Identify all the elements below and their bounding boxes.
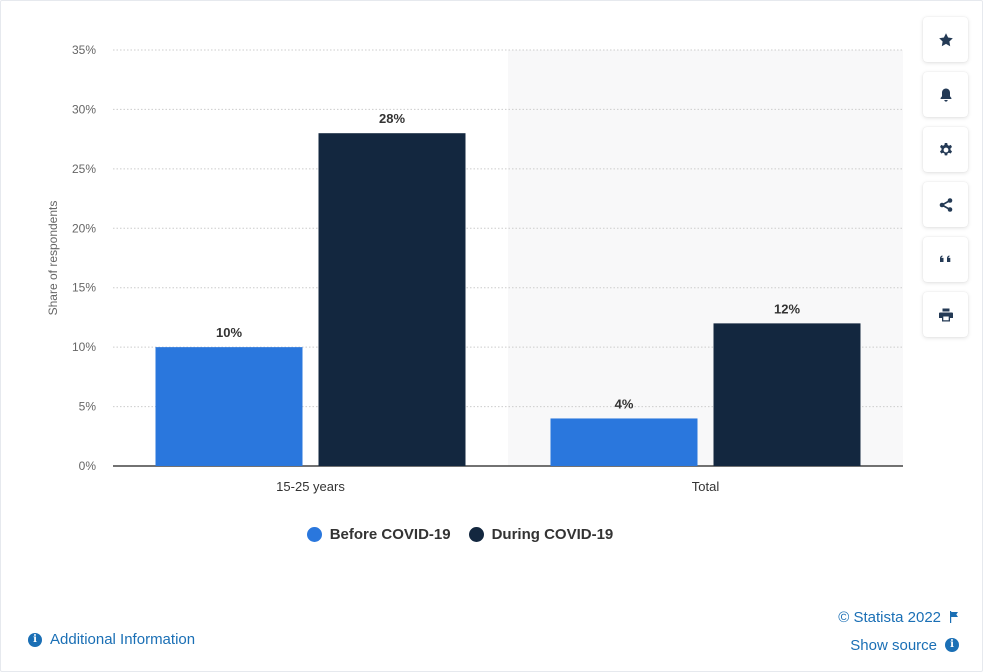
data-label: 12%	[774, 301, 800, 316]
data-label: 28%	[379, 111, 405, 126]
legend-dot-during	[468, 527, 484, 542]
copyright-row[interactable]: © Statista 2022	[838, 603, 959, 631]
additional-information-link[interactable]: i Additional Information	[28, 631, 195, 648]
y-tick-label: 25%	[72, 162, 96, 176]
x-tick-label: 15-25 years	[276, 479, 345, 494]
bar	[318, 133, 466, 466]
flag-icon	[950, 611, 958, 623]
footer-source: © Statista 2022 Show source i	[838, 603, 959, 659]
y-tick-label: 35%	[72, 43, 96, 57]
show-source-label: Show source	[850, 636, 937, 654]
y-tick-label: 5%	[79, 400, 97, 414]
bell-icon	[940, 88, 951, 102]
y-tick-label: 15%	[72, 281, 96, 295]
favorite-button[interactable]	[923, 17, 968, 62]
y-tick-label: 0%	[79, 459, 97, 473]
cite-button[interactable]	[923, 237, 968, 282]
y-tick-label: 20%	[72, 221, 96, 235]
additional-information-label: Additional Information	[50, 631, 196, 648]
bar	[550, 418, 698, 466]
x-tick-label: Total	[692, 479, 720, 494]
y-axis-label: Share of respondents	[46, 201, 60, 316]
legend-label-before: Before COVID-19	[329, 526, 451, 543]
legend-item-during[interactable]: During COVID-19	[468, 526, 614, 543]
print-button[interactable]	[923, 292, 968, 337]
legend-item-before[interactable]: Before COVID-19	[306, 526, 451, 543]
chart-toolbar	[923, 17, 968, 337]
print-icon	[938, 308, 953, 321]
y-tick-label: 10%	[72, 340, 96, 354]
bar	[713, 323, 861, 466]
legend-label-during: During COVID-19	[491, 526, 614, 543]
legend: Before COVID-19 During COVID-19	[0, 526, 920, 543]
source-info-icon: i	[945, 638, 959, 652]
copyright-text: © Statista 2022	[838, 608, 941, 626]
bar-chart: 0% 5% 10% 15% 20% 25% 30% 35% 10% 28% 15-25 years 4…	[46, 43, 903, 494]
info-icon: i	[28, 632, 42, 647]
settings-button[interactable]	[923, 127, 968, 172]
y-tick-label: 30%	[72, 102, 96, 116]
share-button[interactable]	[923, 182, 968, 227]
show-source-link[interactable]: Show source i	[838, 631, 959, 659]
data-label: 4%	[615, 396, 634, 411]
notification-button[interactable]	[923, 72, 968, 117]
gear-icon	[939, 142, 952, 155]
data-label: 10%	[216, 325, 242, 340]
bar	[155, 347, 303, 466]
legend-dot-before	[306, 527, 322, 542]
star-icon	[938, 32, 953, 46]
share-icon	[939, 197, 952, 212]
quote-icon	[939, 255, 950, 262]
